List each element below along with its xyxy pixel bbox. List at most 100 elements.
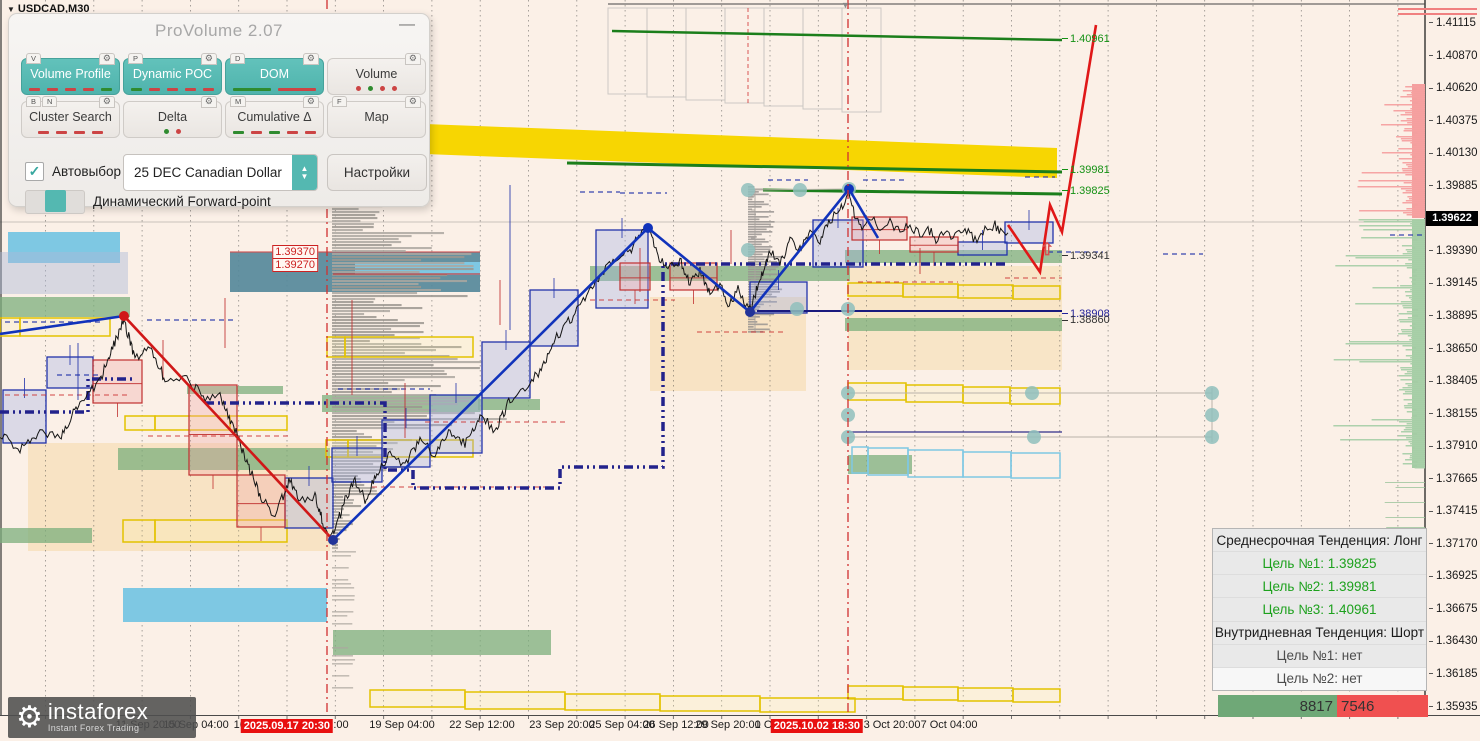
volume-profile-bar [332, 301, 374, 304]
autoselect-checkbox[interactable]: ✓ Автовыбор [25, 162, 121, 181]
dom-bid-bar [1405, 459, 1425, 461]
volume-profile-bar [332, 430, 357, 433]
dom-bid-bar [1407, 251, 1425, 253]
gear-icon[interactable]: ⚙ [302, 53, 319, 65]
dom-ask-bar [1409, 100, 1425, 102]
volume-profile-bar [332, 544, 338, 547]
time-axis-label: 22 Sep 12:00 [449, 719, 515, 731]
zigzag-leg-box-long [2, 389, 47, 444]
dom-bid-bar [1402, 305, 1425, 307]
map-box-yellow [847, 382, 907, 401]
symbol-label[interactable]: ▼ USDCAD,M30 [7, 3, 90, 15]
dom-bid-bar [1398, 333, 1425, 335]
green-zone [333, 630, 551, 655]
logo-tagline: Instant Forex Trading [47, 723, 140, 733]
volume-profile-bar [332, 579, 349, 581]
volume-profile-bar [748, 248, 771, 251]
indicator-red [278, 88, 316, 91]
gear-icon[interactable]: ⚙ [302, 96, 319, 108]
dom-bid-bar [1413, 351, 1425, 353]
settings-button[interactable]: Настройки [327, 154, 427, 191]
dom-bid-bar [1402, 387, 1425, 389]
dom-ask-bar [1417, 132, 1425, 134]
dom-bid-bar [1406, 437, 1425, 439]
dom-bid-bar [1361, 237, 1425, 239]
dom-bid-bar [1401, 245, 1425, 247]
level-price-label: 1.40961 [1062, 33, 1110, 45]
gear-icon[interactable]: ⚙ [404, 53, 421, 65]
button-label: Cluster Search [29, 109, 112, 124]
panel-button-dynamic-poc[interactable]: P ⚙ Dynamic POC [123, 53, 222, 95]
volume-profile-bar [332, 349, 436, 352]
dom-bid-bar [1415, 323, 1425, 325]
volume-profile-bar [332, 265, 474, 268]
button-label: DOM [259, 66, 290, 81]
dom-ask-bar [1405, 174, 1425, 176]
signal-dot [790, 302, 804, 316]
price-axis-label: 1.37170 [1429, 538, 1478, 550]
dom-bid-bar [1415, 283, 1425, 285]
trend-row: Среднесрочная Тенденция: Лонг [1213, 529, 1426, 553]
dom-bid-bar [1371, 419, 1425, 421]
dom-bid-bar [1413, 401, 1425, 403]
volume-profile-bar [332, 253, 472, 256]
price-axis-label: 1.40620 [1429, 82, 1478, 94]
forward-point-toggle[interactable] [25, 190, 85, 214]
select-spinner-icon[interactable]: ▲ ▼ [292, 155, 317, 190]
volume-profile-bar [332, 466, 411, 469]
volume-profile-bar [332, 427, 430, 430]
instrument-value: 25 DEC Canadian Dollar [134, 165, 282, 180]
dom-bid-bar [1395, 487, 1425, 488]
minimize-button[interactable]: — [399, 16, 415, 33]
panel-button-map[interactable]: F ⚙ Map [327, 96, 426, 138]
panel-button-cluster-search[interactable]: B N ⚙ Cluster Search [21, 96, 120, 138]
map-box-yellow [326, 336, 346, 358]
dom-ask-bar [1407, 122, 1425, 124]
gear-icon[interactable]: ⚙ [98, 96, 115, 108]
map-box-yellow [659, 695, 761, 712]
dom-bid-bar [1402, 463, 1425, 465]
dom-bid-bar [1416, 233, 1425, 235]
signal-dot [793, 183, 807, 197]
volume-profile-bar [748, 278, 775, 281]
checkbox-icon[interactable]: ✓ [25, 162, 44, 181]
panel-button-cumulative-[interactable]: M ⚙ Cumulative Δ [225, 96, 324, 138]
dom-bid-bar [1402, 345, 1425, 347]
dom-bid-bar [1402, 393, 1425, 395]
time-axis-label: 19 Sep 04:00 [369, 719, 435, 731]
dom-bid-bar [1406, 311, 1425, 313]
dom-bid-bar [1404, 391, 1425, 393]
dom-bid-bar [1416, 433, 1425, 435]
dom-ask-bar [1403, 212, 1425, 214]
volume-profile-bar [332, 229, 363, 232]
dom-ask-bar [1413, 126, 1425, 128]
panel-button-volume-profile[interactable]: V ⚙ Volume Profile [21, 53, 120, 95]
dom-bid-bar [1401, 431, 1425, 433]
price-axis-label: 1.40130 [1429, 147, 1478, 159]
panel-button-dom[interactable]: D ⚙ DOM [225, 53, 324, 95]
volume-profile-bar [748, 236, 757, 238]
volume-profile-bar [332, 241, 402, 244]
dom-bid-bar [1407, 403, 1425, 405]
dom-ask-bar [1412, 106, 1425, 108]
gear-icon[interactable]: ⚙ [404, 96, 421, 108]
buy-volume-value: 8817 [1218, 695, 1337, 717]
gear-icon[interactable]: ⚙ [200, 96, 217, 108]
volume-profile-bar [332, 226, 374, 229]
gear-icon[interactable]: ⚙ [200, 53, 217, 65]
panel-button-delta[interactable]: ⚙ Delta [123, 96, 222, 138]
volume-profile-bar [748, 328, 770, 331]
volume-profile-bar [332, 328, 392, 331]
instrument-select[interactable]: 25 DEC Canadian Dollar ▲ ▼ [123, 154, 318, 191]
price-axis[interactable]: 1.41115 1.40870 1.40620 1.40375 1.40130 1.398… [1425, 0, 1480, 715]
panel-button-volume[interactable]: ⚙ Volume [327, 53, 426, 95]
volume-profile-bar [748, 251, 769, 253]
toggle-knob[interactable] [45, 190, 66, 212]
map-box-yellow [1012, 688, 1061, 703]
volume-profile-bar [332, 322, 425, 325]
dom-ask-bar [1416, 88, 1425, 90]
dom-bid-bar [1409, 339, 1425, 341]
dom-bid-bar [1413, 397, 1425, 399]
gear-icon[interactable]: ⚙ [98, 53, 115, 65]
